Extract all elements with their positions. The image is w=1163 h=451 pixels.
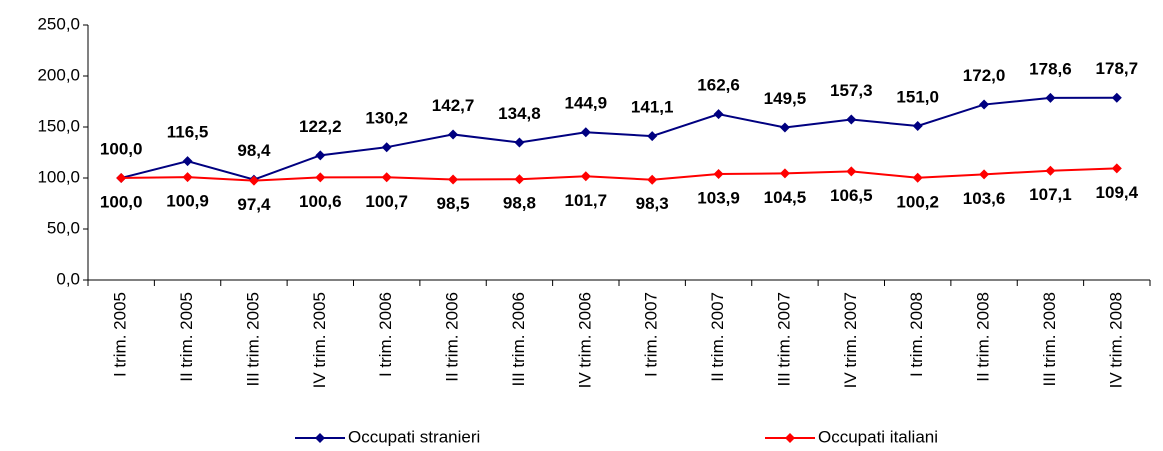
x-tick-label: II trim. 2008: [974, 292, 993, 382]
data-label: 134,8: [498, 104, 541, 123]
point: [713, 169, 724, 180]
x-tick-label: II trim. 2007: [708, 292, 727, 382]
data-label: 100,7: [365, 192, 408, 211]
point: [448, 129, 459, 140]
series-line: [120, 96, 1117, 181]
x-tick-label: IV trim. 2007: [841, 292, 860, 388]
data-label: 144,9: [565, 94, 608, 113]
data-label: 98,8: [503, 194, 536, 213]
legend-marker: [315, 433, 325, 443]
point: [1111, 163, 1122, 174]
data-label: 106,5: [830, 186, 873, 205]
legend-marker: [785, 433, 795, 443]
data-label: 172,0: [963, 66, 1006, 85]
data-label: 157,3: [830, 81, 873, 100]
data-label: 178,6: [1029, 59, 1072, 78]
data-label: 103,6: [963, 189, 1006, 208]
point: [315, 150, 326, 161]
point: [514, 174, 525, 185]
x-tick-label: II trim. 2005: [177, 292, 196, 382]
x-tick-label: III trim. 2007: [774, 292, 793, 386]
point: [1045, 165, 1056, 176]
data-label: 149,5: [764, 89, 807, 108]
y-tick-label: 250,0: [37, 14, 80, 33]
point: [182, 172, 193, 183]
point: [779, 168, 790, 179]
x-tick-label: IV trim. 2005: [310, 292, 329, 388]
data-label: 178,7: [1096, 59, 1139, 78]
x-tick-label: III trim. 2008: [1040, 292, 1059, 386]
point: [912, 172, 923, 183]
point: [448, 174, 459, 185]
data-label: 104,5: [764, 188, 807, 207]
series-line: [121, 167, 1117, 182]
data-label: 109,4: [1096, 183, 1139, 202]
data-label: 100,9: [166, 192, 209, 211]
data-label: 98,3: [636, 194, 669, 213]
data-label: 151,0: [896, 87, 939, 106]
x-tick-label: I trim. 2007: [642, 292, 661, 377]
data-label: 142,7: [432, 96, 475, 115]
point: [846, 166, 857, 177]
x-tick-label: III trim. 2005: [243, 292, 262, 386]
point: [979, 99, 990, 110]
data-label: 122,2: [299, 117, 342, 136]
x-tick-label: I trim. 2006: [376, 292, 395, 377]
data-label: 98,5: [437, 194, 470, 213]
data-label: 100,0: [100, 192, 143, 211]
data-label: 162,6: [697, 76, 740, 95]
x-tick-label: I trim. 2005: [111, 292, 130, 377]
x-tick-label: II trim. 2006: [443, 292, 462, 382]
y-tick-label: 200,0: [37, 65, 80, 84]
data-label: 97,4: [237, 195, 271, 214]
y-tick-label: 100,0: [37, 167, 80, 186]
x-tick-label: IV trim. 2008: [1106, 292, 1125, 388]
point: [514, 137, 525, 148]
point: [580, 127, 591, 138]
point: [647, 131, 658, 142]
data-label: 100,2: [896, 192, 939, 211]
legend-label: Occupati italiani: [818, 427, 938, 446]
y-tick-label: 150,0: [37, 116, 80, 135]
y-tick-label: 0,0: [56, 269, 80, 288]
point: [846, 114, 857, 125]
point: [1111, 92, 1122, 103]
point: [248, 175, 259, 186]
point: [381, 172, 392, 183]
legend-label: Occupati stranieri: [348, 427, 480, 446]
data-label: 107,1: [1029, 185, 1072, 204]
point: [912, 120, 923, 131]
data-label: 98,4: [237, 141, 271, 160]
data-label: 100,0: [100, 139, 143, 158]
point: [315, 172, 326, 183]
point: [1045, 92, 1056, 103]
y-tick-label: 50,0: [47, 218, 80, 237]
data-label: 101,7: [565, 191, 608, 210]
data-label: 116,5: [167, 123, 209, 142]
data-label: 130,2: [365, 109, 408, 128]
point: [713, 109, 724, 120]
point: [116, 173, 127, 183]
data-label: 100,6: [299, 192, 342, 211]
point: [647, 174, 658, 185]
point: [580, 171, 591, 182]
data-label: 103,9: [697, 189, 740, 208]
point: [182, 156, 193, 167]
x-tick-label: IV trim. 2006: [575, 292, 594, 388]
data-label: 141,1: [631, 98, 674, 117]
x-tick-label: I trim. 2008: [907, 292, 926, 377]
point: [779, 122, 790, 133]
x-tick-label: III trim. 2006: [509, 292, 528, 386]
point: [381, 142, 392, 153]
point: [979, 169, 990, 180]
